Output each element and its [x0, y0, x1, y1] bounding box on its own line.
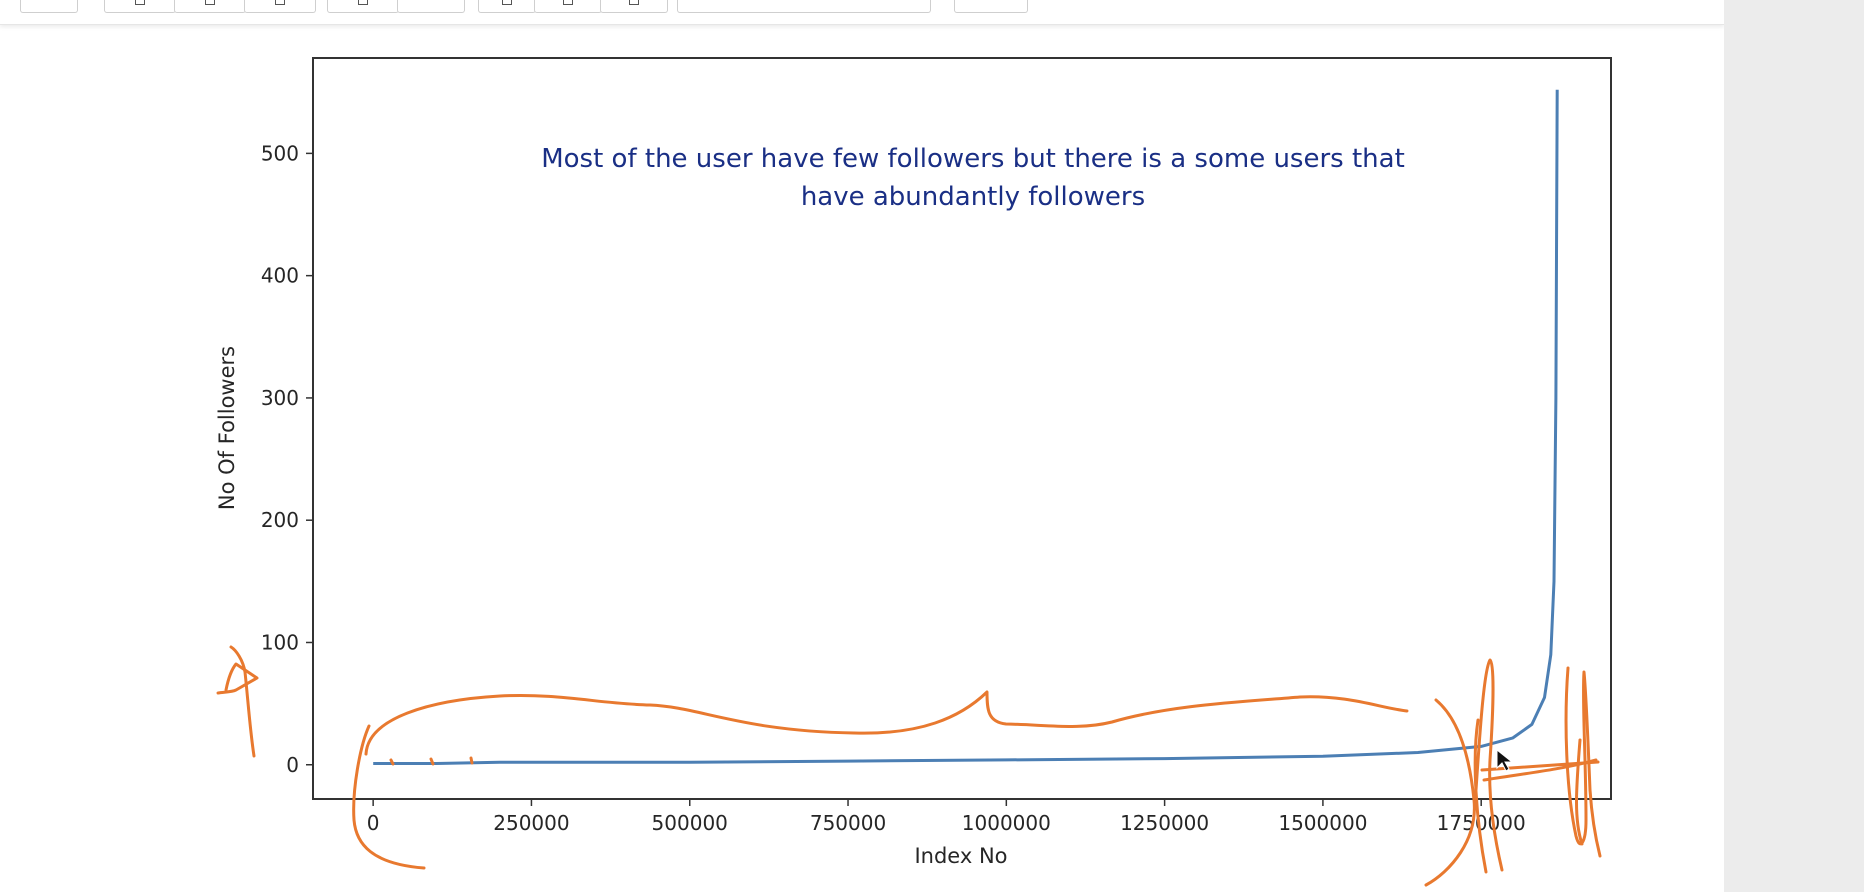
toolbar-icon	[135, 0, 145, 5]
ink-dot	[469, 756, 474, 765]
toolbar-button[interactable]	[954, 0, 1028, 13]
notebook-toolbar	[0, 0, 1724, 25]
y-axis: 0 100 200 300 400 500	[261, 141, 313, 777]
toolbar-icon	[205, 0, 215, 5]
toolbar-button[interactable]	[397, 0, 465, 13]
toolbar-button[interactable]	[174, 0, 246, 13]
ink-scribble-right	[1564, 666, 1602, 858]
x-tick-label: 500000	[652, 811, 728, 835]
toolbar-button[interactable]	[244, 0, 316, 13]
handwritten-ink-layer	[216, 645, 1602, 887]
toolbar-icon	[629, 0, 639, 5]
ink-dot	[429, 757, 435, 766]
ink-brace-top	[364, 690, 1409, 756]
toolbar-button[interactable]	[600, 0, 668, 13]
ink-brace-start	[352, 724, 426, 870]
x-tick-label: 0	[367, 811, 380, 835]
x-tick-label: 1750000	[1437, 811, 1526, 835]
x-tick-label: 250000	[493, 811, 569, 835]
right-gutter	[1724, 0, 1864, 892]
series-layer	[373, 89, 1559, 765]
ink-arrow-head	[216, 662, 259, 695]
x-tick-label: 1000000	[962, 811, 1051, 835]
cell-type-select[interactable]	[677, 0, 931, 13]
y-tick-label: 0	[286, 753, 299, 777]
ink-scribble-left	[1424, 658, 1600, 887]
x-axis: 0 250000 500000 750000 1000000 1250000 1500000…	[367, 799, 1526, 835]
y-tick-label: 300	[261, 386, 299, 410]
followers-chart: 0 250000 500000 750000 1000000 1250000 1500000…	[215, 57, 1612, 887]
toolbar-icon	[358, 0, 368, 5]
annotation-line-2: have abundantly followers	[801, 182, 1145, 212]
x-tick-label: 750000	[810, 811, 886, 835]
ink-arrow-shaft	[229, 645, 256, 758]
annotation-line-1: Most of the user have few followers but …	[541, 144, 1405, 174]
y-tick-label: 500	[261, 141, 299, 165]
toolbar-button[interactable]	[20, 0, 78, 13]
mouse-cursor-icon	[1496, 748, 1514, 772]
toolbar-icon	[502, 0, 512, 5]
x-axis-label: Index No	[914, 844, 1007, 868]
toolbar-icon	[563, 0, 573, 5]
x-tick-label: 1250000	[1120, 811, 1209, 835]
y-tick-label: 400	[261, 264, 299, 288]
plot-area	[312, 57, 1612, 800]
y-tick-label: 200	[261, 508, 299, 532]
y-tick-label: 100	[261, 630, 299, 654]
x-tick-label: 1500000	[1278, 811, 1367, 835]
toolbar-icon	[275, 0, 285, 5]
y-axis-label: No Of Followers	[215, 346, 239, 510]
series-line	[373, 89, 1559, 765]
ink-dot	[389, 758, 395, 766]
